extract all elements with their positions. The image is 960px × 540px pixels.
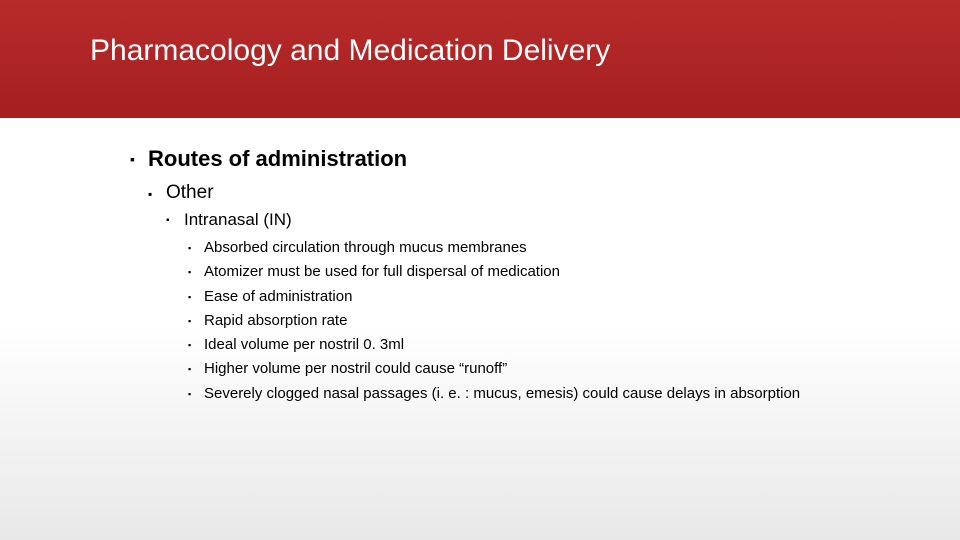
slide-title: Pharmacology and Medication Delivery <box>90 34 960 68</box>
bullet-level4-text: Severely clogged nasal passages (i. e. :… <box>204 385 800 402</box>
bullet-level4-text: Absorbed circulation through mucus membr… <box>204 239 527 256</box>
bullet-level4-item: Ideal volume per nostril 0. 3ml <box>188 335 870 355</box>
bullet-level1-text: Routes of administration <box>148 146 407 171</box>
bullet-level4-item: Ease of administration <box>188 287 870 307</box>
bullet-level4-text: Higher volume per nostril could cause “r… <box>204 360 507 377</box>
slide-content: Routes of administration Other Intranasa… <box>0 118 960 404</box>
bullet-level1: Routes of administration <box>130 146 870 172</box>
bullet-level4-text: Ease of administration <box>204 288 352 305</box>
bullet-level4-text: Ideal volume per nostril 0. 3ml <box>204 336 404 353</box>
bullet-level4-item: Rapid absorption rate <box>188 311 870 331</box>
bullet-level4-item: Absorbed circulation through mucus membr… <box>188 238 870 258</box>
bullet-level4-text: Rapid absorption rate <box>204 312 347 329</box>
bullet-level4-item: Higher volume per nostril could cause “r… <box>188 359 870 379</box>
bullet-level2-text: Other <box>166 182 214 203</box>
bullet-level4-item: Severely clogged nasal passages (i. e. :… <box>188 384 870 404</box>
bullet-level4-item: Atomizer must be used for full dispersal… <box>188 262 870 282</box>
bullet-level3-text: Intranasal (IN) <box>184 210 292 229</box>
bullet-level2: Other <box>148 182 870 204</box>
bullet-level3: Intranasal (IN) <box>166 210 870 230</box>
bullet-level4-text: Atomizer must be used for full dispersal… <box>204 263 560 280</box>
slide-header: Pharmacology and Medication Delivery <box>0 0 960 118</box>
